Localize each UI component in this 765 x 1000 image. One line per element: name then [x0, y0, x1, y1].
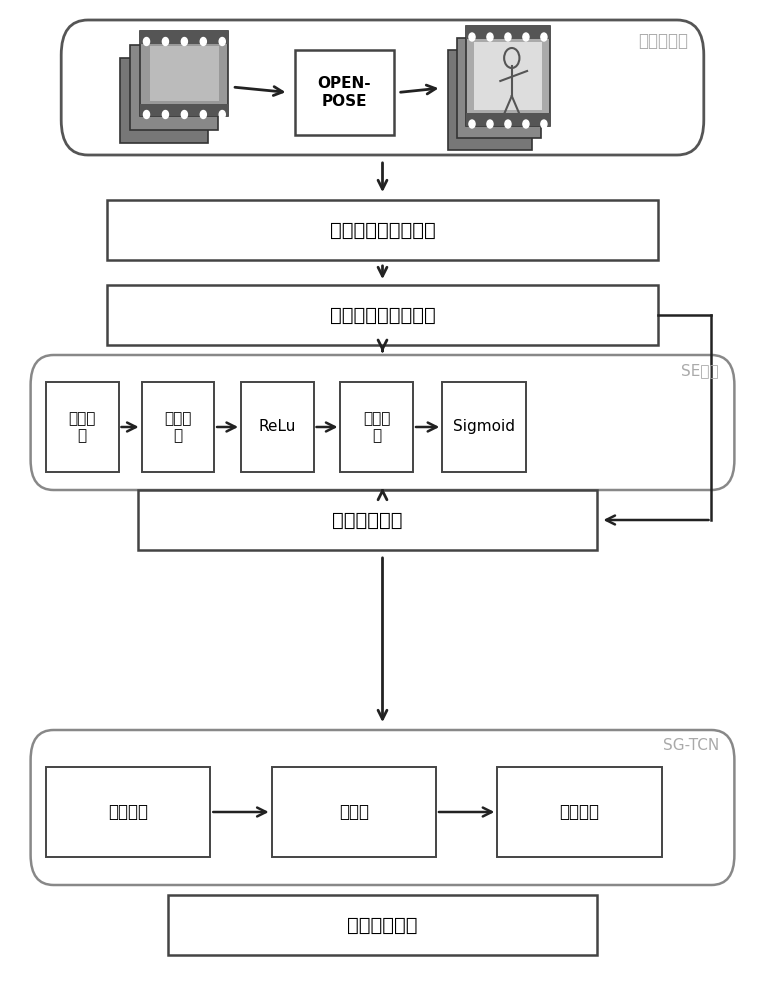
- Bar: [46, 382, 119, 472]
- Text: 多视角自适应子网络: 多视角自适应子网络: [330, 221, 435, 239]
- Bar: [46, 767, 210, 857]
- Circle shape: [487, 33, 493, 41]
- Circle shape: [469, 120, 475, 128]
- Circle shape: [541, 120, 547, 128]
- Bar: [149, 46, 219, 101]
- Bar: [241, 382, 314, 472]
- Text: Sigmoid: Sigmoid: [453, 419, 516, 434]
- Text: 全连接
层: 全连接 层: [363, 411, 390, 443]
- Circle shape: [219, 110, 225, 118]
- Text: 全连接
层: 全连接 层: [164, 411, 191, 443]
- Bar: [448, 50, 532, 150]
- Bar: [141, 31, 228, 116]
- Bar: [107, 285, 658, 345]
- Bar: [457, 38, 541, 138]
- Bar: [120, 57, 208, 142]
- FancyBboxPatch shape: [61, 20, 704, 155]
- Circle shape: [144, 110, 149, 118]
- Bar: [466, 26, 550, 126]
- Bar: [466, 113, 550, 126]
- Text: ReLu: ReLu: [259, 419, 296, 434]
- Bar: [295, 50, 394, 135]
- Circle shape: [487, 120, 493, 128]
- Bar: [442, 382, 526, 472]
- Circle shape: [505, 33, 511, 41]
- Circle shape: [219, 37, 225, 45]
- Text: 空间卷积: 空间卷积: [108, 803, 148, 821]
- Text: 节点特征增强: 节点特征增强: [332, 510, 402, 530]
- Circle shape: [469, 33, 475, 41]
- Text: 交警手势分类: 交警手势分类: [347, 916, 418, 934]
- Bar: [141, 31, 228, 43]
- Bar: [142, 382, 214, 472]
- Bar: [466, 26, 550, 39]
- Circle shape: [200, 37, 207, 45]
- Circle shape: [162, 110, 168, 118]
- Circle shape: [144, 37, 149, 45]
- Bar: [141, 104, 228, 116]
- Text: SG-TCN: SG-TCN: [662, 738, 719, 753]
- Circle shape: [523, 120, 529, 128]
- Bar: [497, 767, 662, 857]
- Circle shape: [505, 120, 511, 128]
- Text: 图卷积: 图卷积: [339, 803, 369, 821]
- Text: 时间卷积: 时间卷积: [559, 803, 600, 821]
- Circle shape: [162, 37, 168, 45]
- Text: OPEN-
POSE: OPEN- POSE: [317, 76, 371, 109]
- Text: 数据预处理: 数据预处理: [639, 32, 688, 50]
- Circle shape: [541, 33, 547, 41]
- Text: 节点和边构成图数据: 节点和边构成图数据: [330, 306, 435, 324]
- Circle shape: [523, 33, 529, 41]
- Bar: [130, 44, 219, 129]
- Bar: [168, 895, 597, 955]
- Circle shape: [181, 37, 187, 45]
- Text: 全局池
化: 全局池 化: [69, 411, 96, 443]
- Text: SE模块: SE模块: [682, 363, 719, 378]
- FancyBboxPatch shape: [31, 355, 734, 490]
- FancyBboxPatch shape: [31, 730, 734, 885]
- Bar: [107, 200, 658, 260]
- Bar: [474, 42, 542, 110]
- Bar: [272, 767, 436, 857]
- Bar: [138, 490, 597, 550]
- Bar: [340, 382, 413, 472]
- Circle shape: [181, 110, 187, 118]
- Circle shape: [200, 110, 207, 118]
